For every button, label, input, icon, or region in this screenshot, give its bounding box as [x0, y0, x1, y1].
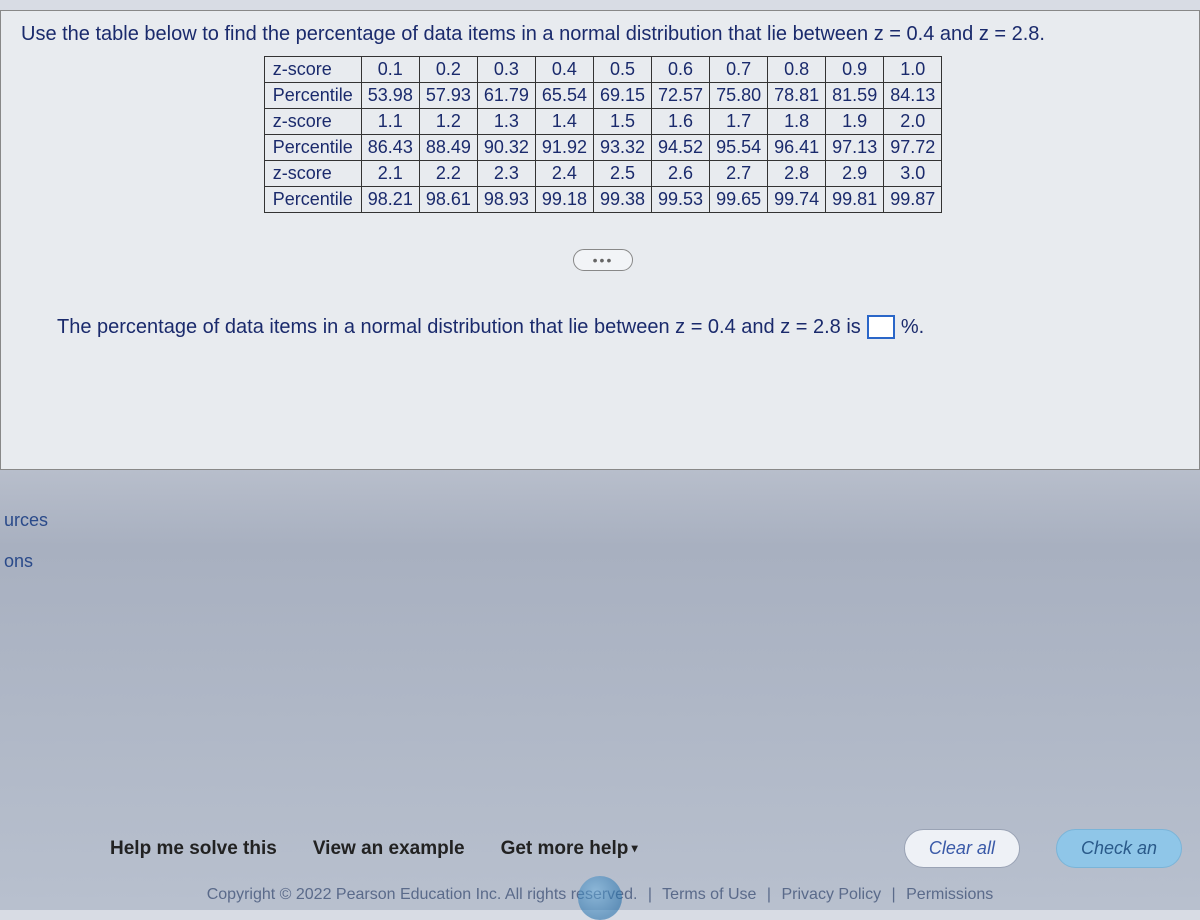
z-score-cell: 1.2: [419, 109, 477, 135]
z-score-cell: 0.3: [477, 57, 535, 83]
z-score-cell: 3.0: [884, 161, 942, 187]
z-table-wrap: z-score0.10.20.30.40.50.60.70.80.91.0Per…: [21, 56, 1185, 213]
percentile-cell: 93.32: [593, 135, 651, 161]
percentile-cell: 97.72: [884, 135, 942, 161]
percentile-cell: 99.74: [768, 187, 826, 213]
z-score-cell: 0.6: [652, 57, 710, 83]
z-score-cell: 2.3: [477, 161, 535, 187]
percentile-cell: 99.81: [826, 187, 884, 213]
z-score-cell: 1.0: [884, 57, 942, 83]
percentile-cell: 65.54: [535, 83, 593, 109]
percentile-row-header: Percentile: [264, 187, 361, 213]
footer-copyright: Copyright © 2022 Pearson Education Inc. …: [207, 886, 638, 903]
help-me-solve-button[interactable]: Help me solve this: [110, 838, 277, 860]
z-score-cell: 2.7: [710, 161, 768, 187]
z-score-cell: 0.8: [768, 57, 826, 83]
z-score-cell: 2.1: [361, 161, 419, 187]
z-score-row-header: z-score: [264, 161, 361, 187]
answer-line: The percentage of data items in a normal…: [57, 315, 1185, 339]
percentile-cell: 78.81: [768, 83, 826, 109]
view-example-button[interactable]: View an example: [313, 838, 465, 860]
z-score-cell: 0.2: [419, 57, 477, 83]
clear-all-button[interactable]: Clear all: [904, 829, 1020, 868]
percentile-cell: 81.59: [826, 83, 884, 109]
answer-input[interactable]: [867, 315, 895, 339]
percentile-cell: 99.18: [535, 187, 593, 213]
sidebar-item-resources[interactable]: urces: [0, 500, 52, 541]
percentile-cell: 95.54: [710, 135, 768, 161]
percentile-cell: 57.93: [419, 83, 477, 109]
percentile-cell: 75.80: [710, 83, 768, 109]
z-score-cell: 1.1: [361, 109, 419, 135]
percentile-cell: 99.53: [652, 187, 710, 213]
z-score-cell: 1.8: [768, 109, 826, 135]
z-score-cell: 2.0: [884, 109, 942, 135]
z-score-cell: 2.9: [826, 161, 884, 187]
percentile-cell: 53.98: [361, 83, 419, 109]
z-score-cell: 0.5: [593, 57, 651, 83]
percentile-cell: 61.79: [477, 83, 535, 109]
action-bar: Help me solve this View an example Get m…: [0, 829, 1200, 868]
z-score-cell: 1.4: [535, 109, 593, 135]
percentile-cell: 72.57: [652, 83, 710, 109]
z-score-row-header: z-score: [264, 109, 361, 135]
percentile-cell: 99.87: [884, 187, 942, 213]
percentile-row-header: Percentile: [264, 83, 361, 109]
z-percentile-table: z-score0.10.20.30.40.50.60.70.80.91.0Per…: [264, 56, 943, 213]
sidebar-item-options[interactable]: ons: [0, 541, 52, 582]
percentile-cell: 97.13: [826, 135, 884, 161]
footer-privacy-link[interactable]: Privacy Policy: [781, 886, 881, 903]
answer-suffix: %.: [901, 316, 924, 339]
z-score-cell: 0.4: [535, 57, 593, 83]
percentile-cell: 98.21: [361, 187, 419, 213]
percentile-cell: 99.65: [710, 187, 768, 213]
percentile-cell: 94.52: [652, 135, 710, 161]
answer-prefix: The percentage of data items in a normal…: [57, 316, 861, 339]
z-score-cell: 0.7: [710, 57, 768, 83]
z-score-row-header: z-score: [264, 57, 361, 83]
percentile-cell: 90.32: [477, 135, 535, 161]
z-score-cell: 2.2: [419, 161, 477, 187]
percentile-row-header: Percentile: [264, 135, 361, 161]
z-score-cell: 1.3: [477, 109, 535, 135]
z-score-cell: 2.4: [535, 161, 593, 187]
z-score-cell: 2.8: [768, 161, 826, 187]
left-nav-fragment: urces ons: [0, 500, 52, 582]
z-score-cell: 1.7: [710, 109, 768, 135]
percentile-cell: 86.43: [361, 135, 419, 161]
z-score-cell: 2.5: [593, 161, 651, 187]
question-text: Use the table below to find the percenta…: [21, 23, 1185, 46]
z-score-cell: 1.5: [593, 109, 651, 135]
z-score-cell: 0.1: [361, 57, 419, 83]
footer-terms-link[interactable]: Terms of Use: [662, 886, 756, 903]
percentile-cell: 88.49: [419, 135, 477, 161]
percentile-cell: 99.38: [593, 187, 651, 213]
percentile-cell: 98.61: [419, 187, 477, 213]
check-answer-button[interactable]: Check an: [1056, 829, 1182, 868]
z-score-cell: 1.6: [652, 109, 710, 135]
percentile-cell: 69.15: [593, 83, 651, 109]
percentile-cell: 96.41: [768, 135, 826, 161]
get-more-help-button[interactable]: Get more help: [501, 838, 638, 860]
z-score-cell: 1.9: [826, 109, 884, 135]
problem-panel: Use the table below to find the percenta…: [0, 10, 1200, 470]
footer-permissions-link[interactable]: Permissions: [906, 886, 993, 903]
percentile-cell: 98.93: [477, 187, 535, 213]
ellipsis-icon[interactable]: •••: [573, 249, 633, 271]
percentile-cell: 91.92: [535, 135, 593, 161]
z-score-cell: 0.9: [826, 57, 884, 83]
hp-logo-icon: [578, 876, 622, 920]
z-score-cell: 2.6: [652, 161, 710, 187]
percentile-cell: 84.13: [884, 83, 942, 109]
